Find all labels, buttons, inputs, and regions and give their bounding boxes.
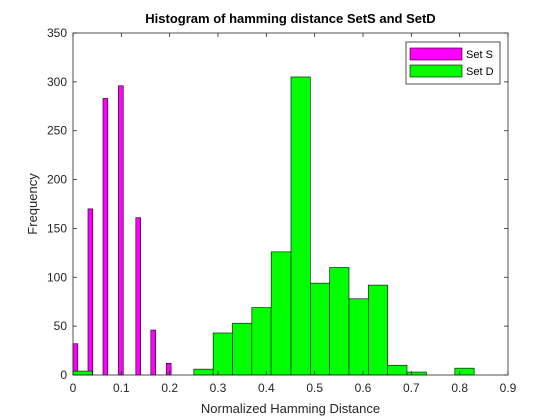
series-set-d	[72, 76, 475, 376]
set-d-bar-10	[368, 284, 388, 376]
set-d-bar-5	[270, 251, 292, 376]
set-s-bar-1	[87, 208, 94, 376]
x-tick-label: 0.9	[500, 381, 517, 395]
set-d-bar-9	[348, 298, 369, 376]
set-d-bar-11	[387, 364, 408, 376]
set-d-bar-4	[251, 307, 272, 376]
legend-swatch	[409, 47, 463, 61]
y-tick-label: 300	[47, 75, 67, 89]
axes-layer: 0 0.1 0.2 0.3 0.4 0.5 0.6 0.7 0.8 0.9 0 50 100 150 200…	[47, 26, 517, 395]
set-d-bar-2	[212, 332, 233, 376]
set-d-bar-13	[454, 367, 475, 376]
set-s-bar-3	[118, 85, 124, 376]
x-tick-label: 0.6	[355, 381, 372, 395]
y-tick-label: 200	[47, 173, 67, 187]
x-tick-label: 0.4	[258, 381, 275, 395]
set-d-bar-3	[232, 322, 253, 376]
set-s-bar-2	[102, 98, 109, 376]
chart-title: Histogram of hamming distance SetS and S…	[145, 11, 435, 26]
legend-label: Set D	[466, 66, 494, 78]
x-tick-label: 0.3	[210, 381, 227, 395]
x-tick-label: 0.5	[306, 381, 323, 395]
y-axis-title: Frequency	[25, 173, 40, 235]
x-tick-label: 0.2	[161, 381, 178, 395]
set-d-bar-8	[329, 267, 350, 376]
set-s-bar-5	[150, 329, 156, 376]
set-d-bar-7	[310, 282, 330, 376]
set-d-bar-6	[290, 76, 311, 376]
x-axis-title: Normalized Hamming Distance	[201, 401, 380, 416]
legend-swatch	[409, 64, 463, 78]
y-tick-label: 50	[54, 319, 68, 333]
set-d-bar-1	[193, 368, 214, 376]
x-tick-label: 0.8	[451, 381, 468, 395]
y-tick-label: 100	[47, 270, 67, 284]
legend: Set S Set D	[405, 41, 501, 85]
set-d-bar-0	[72, 370, 93, 376]
plot-frame	[72, 32, 509, 376]
y-tick-label: 150	[47, 221, 67, 235]
legend-label: Set S	[466, 49, 493, 61]
set-s-bar-6	[165, 362, 172, 376]
y-tick-label: 250	[47, 124, 67, 138]
x-tick-label: 0.1	[113, 381, 130, 395]
set-s-bar-4	[135, 217, 141, 376]
set-s-bar-0	[72, 343, 79, 376]
x-tick-label: 0	[70, 381, 77, 395]
x-tick-label: 0.7	[403, 381, 420, 395]
y-tick-label: 0	[60, 368, 67, 382]
y-tick-label: 350	[47, 26, 67, 40]
set-d-bar-12	[406, 371, 427, 376]
